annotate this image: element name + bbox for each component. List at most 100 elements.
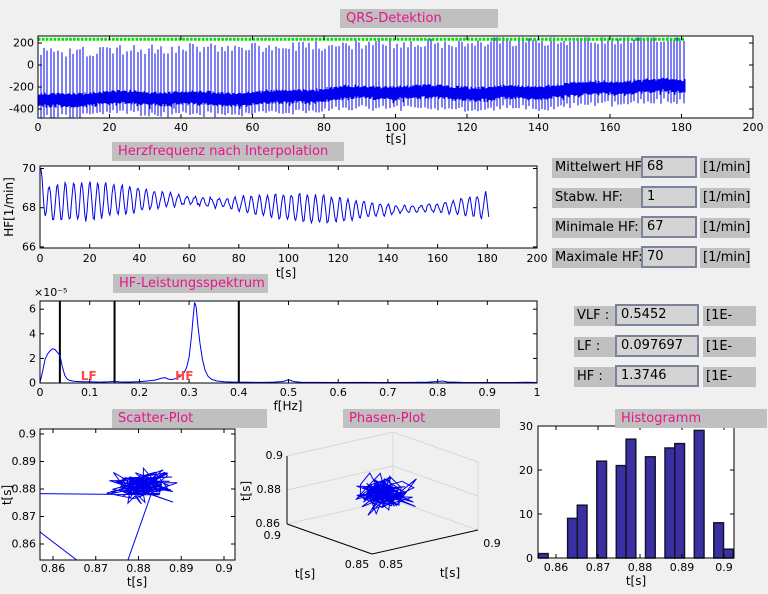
svg-text:100: 100: [278, 252, 299, 265]
lf-value[interactable]: 0.097697: [615, 335, 699, 357]
svg-text:200: 200: [743, 121, 764, 134]
max-hr-label: Maximale HF:: [552, 248, 645, 268]
svg-text:60: 60: [182, 252, 196, 265]
hf-unit: [1E-: [703, 367, 756, 387]
svg-text:200: 200: [13, 37, 34, 50]
svg-text:0.9: 0.9: [483, 537, 501, 550]
svg-text:140: 140: [377, 252, 398, 265]
heart-rate-plot-title: Herzfrequenz nach Interpolation: [112, 142, 344, 161]
std-hr-value[interactable]: 1: [641, 186, 697, 208]
spectrum-plot-title: HF-Leistungsspektrum: [113, 274, 268, 293]
phase-plot: 0.90.880.860.90.85 0.850.9t[s] t[s]t[s]: [239, 431, 501, 581]
svg-text:0: 0: [27, 59, 34, 72]
svg-text:0.3: 0.3: [180, 386, 198, 399]
vlf-value[interactable]: 0.5452: [615, 304, 699, 326]
svg-text:t[s]: t[s]: [626, 574, 646, 588]
svg-text:t[s]: t[s]: [276, 266, 296, 280]
svg-text:0: 0: [35, 121, 42, 134]
svg-text:120: 120: [328, 252, 349, 265]
std-hr-unit: [1/min]: [700, 188, 750, 208]
svg-text:0.5: 0.5: [280, 386, 298, 399]
svg-text:120: 120: [457, 121, 478, 134]
qrs-plot-title: QRS-Detektion: [340, 9, 498, 28]
svg-text:0.9: 0.9: [266, 449, 284, 462]
svg-text:0: 0: [29, 377, 36, 390]
svg-text:68: 68: [22, 201, 36, 214]
phase-plot-title: Phasen-Plot: [343, 409, 500, 428]
svg-text:HF[1/min]: HF[1/min]: [2, 177, 16, 237]
max-hr-value[interactable]: 70: [641, 246, 697, 268]
svg-text:0.87: 0.87: [12, 510, 37, 523]
svg-text:1: 1: [534, 386, 541, 399]
svg-text:0.9: 0.9: [19, 428, 37, 441]
svg-text:0.1: 0.1: [81, 386, 99, 399]
hf-label: HF :: [574, 367, 616, 387]
svg-text:200: 200: [527, 252, 548, 265]
svg-text:0.89: 0.89: [12, 455, 37, 468]
svg-text:0.86: 0.86: [41, 562, 66, 575]
svg-text:70: 70: [22, 162, 36, 175]
svg-text:0.9: 0.9: [264, 529, 282, 542]
svg-text:140: 140: [528, 121, 549, 134]
mean-hr-value[interactable]: 68: [641, 156, 697, 178]
svg-text:20: 20: [519, 464, 533, 477]
svg-text:180: 180: [671, 121, 692, 134]
svg-text:0: 0: [526, 552, 533, 565]
max-hr-unit: [1/min]: [700, 248, 750, 268]
svg-text:180: 180: [477, 252, 498, 265]
svg-text:0.88: 0.88: [12, 483, 37, 496]
histogram-plot-title: Histogramm: [615, 409, 767, 428]
svg-text:t[s]: t[s]: [239, 481, 253, 501]
svg-text:t[s]: t[s]: [295, 567, 315, 581]
svg-text:-400: -400: [9, 102, 34, 115]
svg-text:0.7: 0.7: [379, 386, 397, 399]
svg-text:0.89: 0.89: [670, 561, 695, 574]
svg-text:0.89: 0.89: [169, 562, 194, 575]
svg-text:100: 100: [385, 121, 406, 134]
svg-text:66: 66: [22, 240, 36, 253]
svg-text:HF: HF: [175, 369, 193, 383]
svg-text:0.86: 0.86: [12, 538, 37, 551]
svg-text:t[s]: t[s]: [386, 132, 406, 146]
svg-text:10: 10: [519, 508, 533, 521]
mean-hr-label: Mittelwert HF:: [552, 158, 645, 178]
svg-text:0.9: 0.9: [479, 386, 497, 399]
hf-value[interactable]: 1.3746: [615, 365, 699, 387]
svg-text:160: 160: [427, 252, 448, 265]
svg-text:t[s]: t[s]: [440, 566, 460, 580]
mean-hr-unit: [1/min]: [700, 158, 750, 178]
svg-text:0.88: 0.88: [628, 561, 653, 574]
svg-text:LF: LF: [81, 369, 97, 383]
histogram-plot: 0 10 20 30 0.86 0.87 0.88 0.89 0.9 t[s]: [519, 420, 735, 588]
svg-text:0.86: 0.86: [256, 517, 281, 530]
lf-unit: [1E-: [703, 337, 756, 357]
scatter-plot: 0.86 0.87 0.88 0.89 0.9 0.86 0.87 0.88 0.89 0.9 t[…: [0, 428, 236, 589]
svg-text:80: 80: [232, 252, 246, 265]
svg-text:0: 0: [37, 252, 44, 265]
svg-text:40: 40: [132, 252, 146, 265]
svg-text:0.88: 0.88: [257, 483, 282, 496]
svg-text:0.9: 0.9: [215, 562, 233, 575]
spectrum-plot: LF HF 0 2 4 6 0 0.1 0.2 0.3 0.4 0.5 0.6 0.7 0.8 0.9 1 f[H…: [29, 286, 541, 413]
svg-text:t[s]: t[s]: [127, 575, 147, 589]
heart-rate-plot: 66 68 70 0 20 40 60 80 100 120 140 160 180 200 t[s] HF[…: [2, 162, 548, 280]
svg-text:160: 160: [600, 121, 621, 134]
svg-text:-200: -200: [9, 81, 34, 94]
svg-text:0.87: 0.87: [83, 562, 108, 575]
svg-text:20: 20: [83, 252, 97, 265]
svg-text:0.85: 0.85: [379, 558, 404, 571]
svg-text:2: 2: [29, 352, 36, 365]
vlf-unit: [1E-: [703, 306, 756, 326]
min-hr-label: Minimale HF:: [552, 218, 645, 238]
svg-text:0: 0: [37, 386, 44, 399]
svg-text:6: 6: [29, 303, 36, 316]
svg-text:4: 4: [29, 327, 36, 340]
svg-text:0.9: 0.9: [715, 561, 733, 574]
svg-text:t[s]: t[s]: [0, 485, 14, 505]
svg-text:0.88: 0.88: [126, 562, 151, 575]
svg-text:0.8: 0.8: [429, 386, 447, 399]
svg-text:f[Hz]: f[Hz]: [274, 399, 303, 413]
min-hr-value[interactable]: 67: [641, 216, 697, 238]
